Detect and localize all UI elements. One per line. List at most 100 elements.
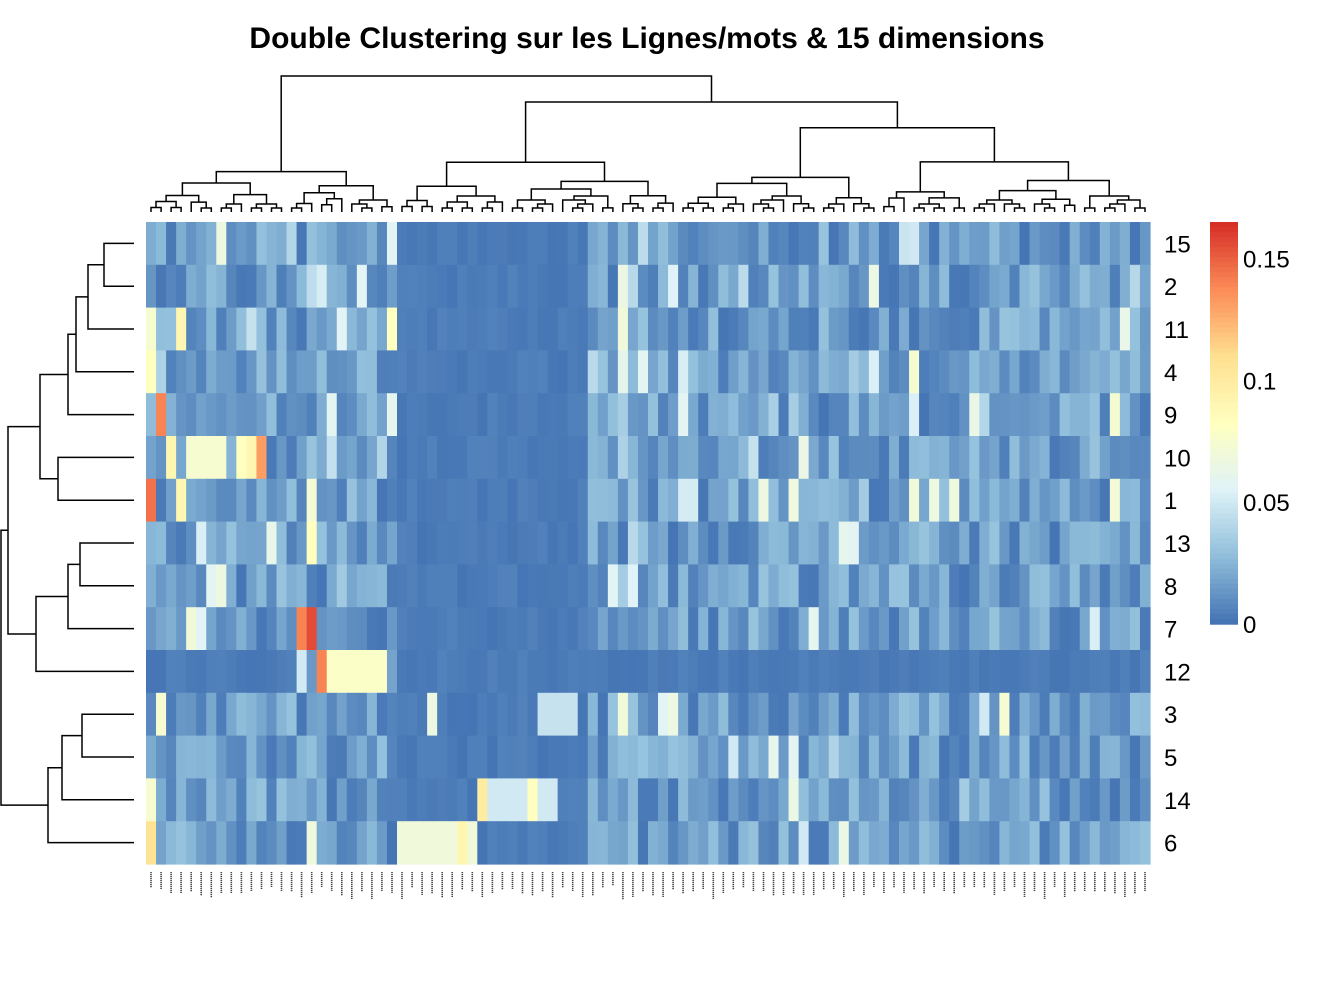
heatmap-cell	[658, 264, 669, 309]
dendrogram-branch	[416, 185, 477, 201]
heatmap-cell	[427, 436, 438, 480]
heatmap-cell	[206, 478, 217, 523]
heatmap-cell	[216, 436, 227, 480]
heatmap-cell	[698, 521, 709, 565]
heatmap-cell	[728, 307, 739, 351]
heatmap-cell	[788, 521, 800, 565]
heatmap-cell	[1039, 692, 1051, 737]
heatmap-cell	[437, 350, 448, 394]
heatmap-cell	[306, 436, 318, 480]
heatmap-cell	[979, 650, 990, 694]
heatmap-cell	[296, 692, 308, 737]
heatmap-cell	[577, 821, 589, 865]
heatmap-cell	[748, 778, 760, 822]
heatmap-cell	[437, 821, 448, 865]
heatmap-cell	[627, 735, 639, 779]
heatmap-cell	[226, 264, 237, 309]
heatmap-cell	[788, 778, 800, 822]
heatmap-cell	[1069, 821, 1081, 865]
heatmap-cell	[617, 778, 629, 822]
heatmap-cell	[1129, 521, 1141, 565]
heatmap-cell	[919, 607, 930, 651]
heatmap-cell	[778, 778, 790, 822]
heatmap-cell	[738, 692, 749, 737]
heatmap-cell	[838, 478, 850, 523]
heatmap-cell	[718, 650, 729, 694]
heatmap-cell	[527, 564, 539, 608]
heatmap-cell	[909, 350, 920, 394]
heatmap-cell	[1059, 222, 1071, 266]
heatmap-cell	[658, 222, 669, 266]
heatmap-cell	[477, 607, 488, 651]
heatmap-cell	[216, 821, 227, 865]
heatmap-cell	[798, 307, 810, 351]
heatmap-cell	[929, 350, 940, 394]
heatmap-cell	[1129, 564, 1141, 608]
legend-swatch	[1210, 533, 1238, 540]
heatmap-cell	[1049, 222, 1061, 266]
dendrogram-branch	[531, 207, 544, 212]
heatmap-cell	[1139, 307, 1151, 351]
heatmap-cell	[848, 521, 860, 565]
heatmap-cell	[919, 778, 930, 822]
heatmap-cell	[868, 607, 880, 651]
heatmap-cell	[547, 264, 559, 309]
heatmap-cell	[517, 478, 529, 523]
dendrogram-branch	[7, 425, 40, 635]
heatmap-cell	[557, 521, 569, 565]
heatmap-cell	[196, 264, 207, 309]
heatmap-cell	[838, 350, 850, 394]
heatmap-cell	[286, 521, 298, 565]
heatmap-cell	[527, 307, 539, 351]
heatmap-cell	[999, 521, 1011, 565]
heatmap-cell	[929, 650, 940, 694]
heatmap-cell	[798, 821, 810, 865]
heatmap-cell	[1049, 607, 1061, 651]
heatmap-cell	[417, 735, 428, 779]
heatmap-cell	[899, 692, 910, 737]
heatmap-cell	[266, 650, 278, 694]
heatmap-cell	[306, 735, 318, 779]
heatmap-cell	[818, 478, 830, 523]
heatmap-cell	[748, 478, 760, 523]
heatmap-cell	[467, 650, 478, 694]
heatmap-cell	[1049, 350, 1061, 394]
heatmap-cell	[949, 735, 960, 779]
heatmap-cell	[999, 393, 1011, 437]
heatmap-cell	[1049, 778, 1061, 822]
heatmap-cell	[246, 436, 258, 480]
heatmap-cell	[1119, 264, 1131, 309]
heatmap-cell	[156, 264, 167, 309]
heatmap-cell	[909, 692, 920, 737]
heatmap-cell	[246, 607, 258, 651]
heatmap-cell	[467, 264, 478, 309]
legend-swatch	[1210, 558, 1238, 565]
heatmap-cell	[547, 607, 559, 651]
heatmap-cell	[366, 478, 378, 523]
heatmap-cell	[1139, 650, 1151, 694]
heatmap-cell	[457, 521, 468, 565]
heatmap-cell	[1119, 393, 1131, 437]
heatmap-cell	[266, 478, 278, 523]
heatmap-cell	[326, 821, 338, 865]
heatmap-cell	[577, 350, 589, 394]
heatmap-cell	[557, 478, 569, 523]
heatmap-cell	[979, 778, 990, 822]
dendrogram-branch	[401, 205, 413, 212]
heatmap-cell	[748, 436, 760, 480]
heatmap-cell	[296, 607, 308, 651]
heatmap-cell	[929, 436, 940, 480]
heatmap-cell	[517, 222, 529, 266]
legend-swatch	[1210, 588, 1238, 595]
heatmap-cell	[678, 735, 689, 779]
heatmap-cell	[427, 650, 438, 694]
heatmap-cell	[929, 264, 940, 309]
heatmap-cell	[457, 692, 468, 737]
heatmap-cell	[848, 778, 860, 822]
heatmap-cell	[1039, 564, 1051, 608]
heatmap-cell	[1089, 307, 1101, 351]
heatmap-cell	[798, 222, 810, 266]
heatmap-cell	[1079, 393, 1091, 437]
heatmap-cell	[888, 735, 900, 779]
heatmap-cell	[738, 350, 749, 394]
